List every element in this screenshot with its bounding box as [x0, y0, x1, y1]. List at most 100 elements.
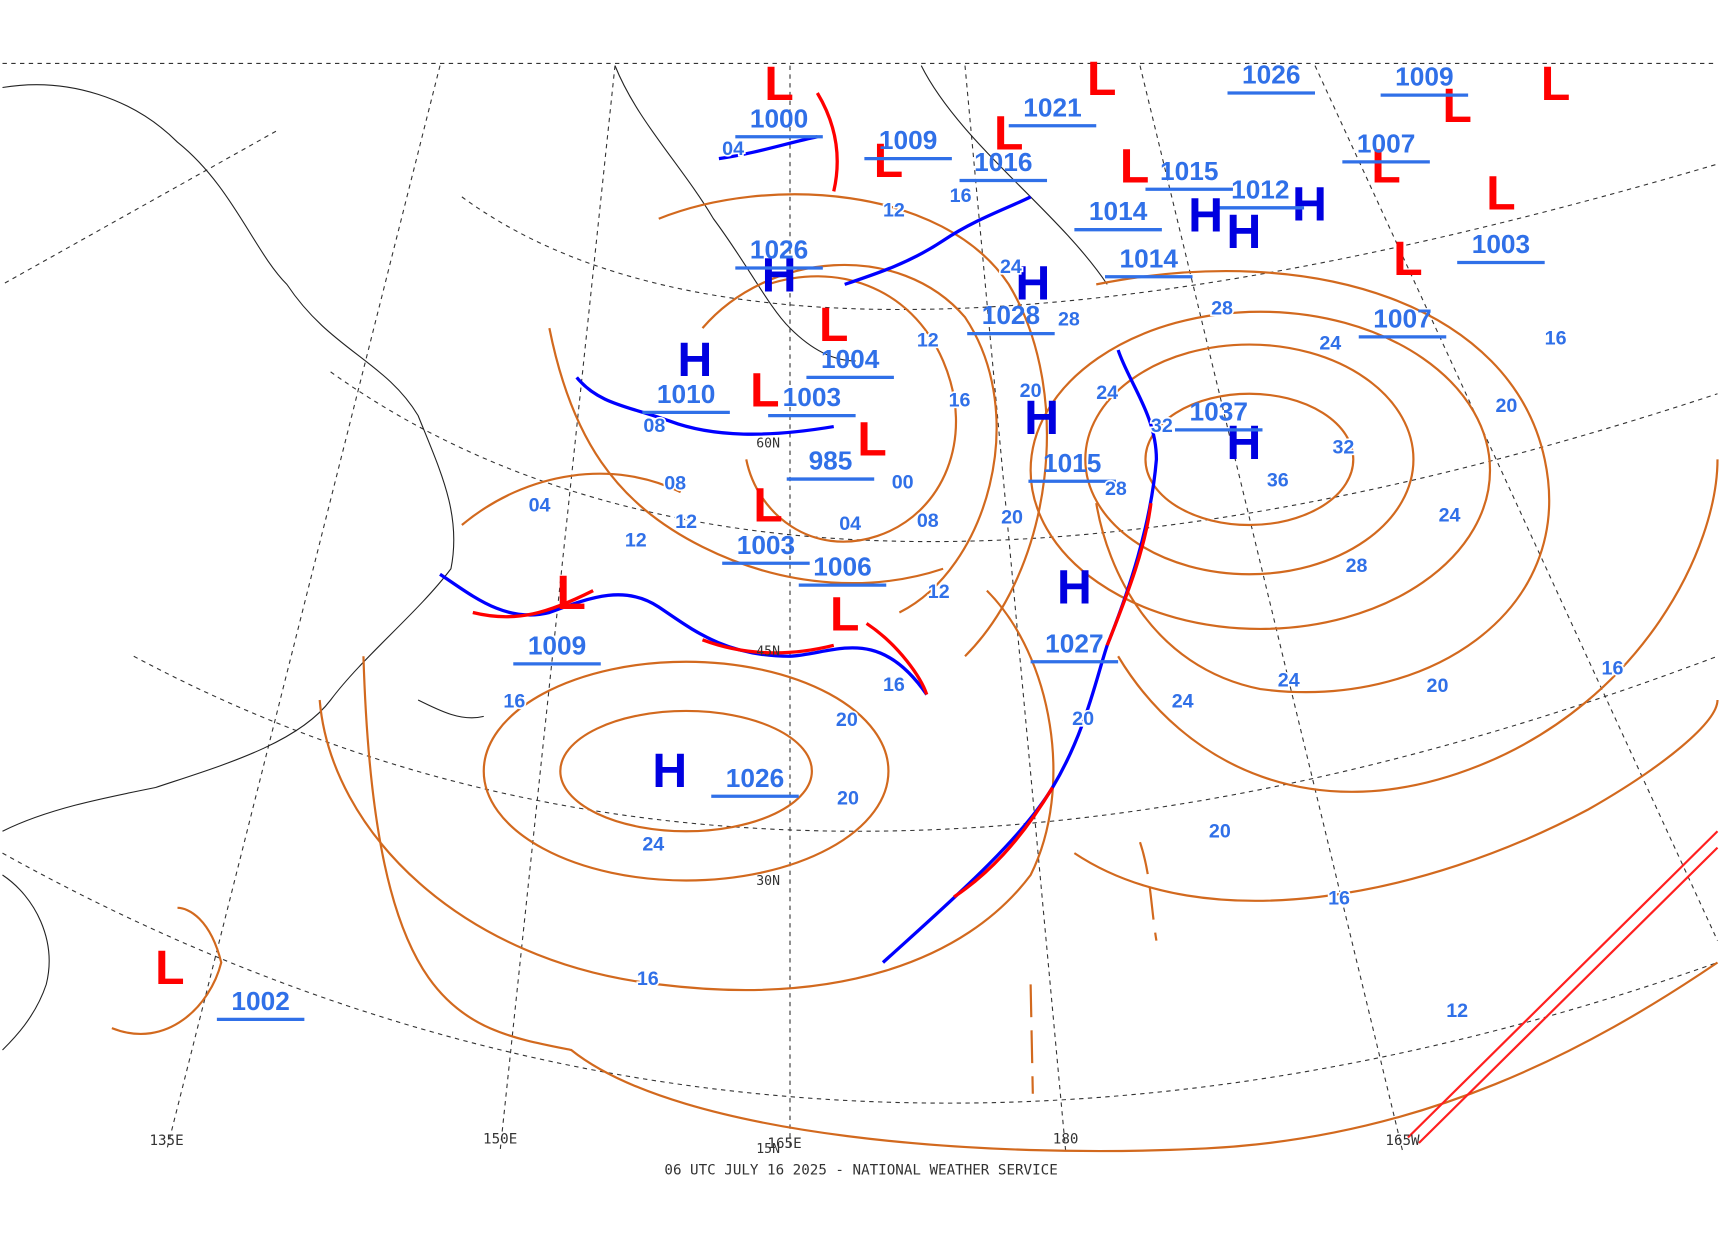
pressure-value: 1027	[1045, 628, 1103, 658]
isobar-label: 00	[892, 472, 914, 494]
isobar-label: 16	[1545, 327, 1567, 349]
latitude-label: 45N	[756, 644, 780, 659]
isobar-label: 20	[836, 709, 858, 731]
isobar-label: 20	[1495, 395, 1517, 417]
isobar-label: 24	[1000, 256, 1022, 278]
isobar-label: 24	[1172, 690, 1194, 712]
isobar-label: 20	[1427, 675, 1449, 697]
coastlines	[2, 65, 1108, 1051]
pressure-value: 1004	[821, 344, 880, 374]
isobar-label: 28	[1346, 555, 1368, 577]
isobar-label: 04	[529, 495, 551, 517]
isobar-label: 20	[1020, 380, 1042, 402]
graticule	[2, 65, 1718, 1151]
isobar-label: 12	[883, 199, 905, 221]
isobar-label: 16	[1602, 658, 1624, 680]
isobar-label: 04	[722, 138, 744, 160]
isobar-label: 36	[1267, 469, 1289, 491]
low-symbol: L	[1541, 57, 1570, 111]
high-symbol: H	[1292, 178, 1327, 232]
high-symbol: H	[1057, 560, 1092, 614]
isobar-label: 16	[949, 390, 971, 412]
high-symbol: H	[1227, 205, 1262, 259]
isobar-label: 28	[1058, 309, 1080, 331]
longitude-label: 165E	[767, 1136, 801, 1152]
pressure-value: 1007	[1373, 303, 1431, 333]
high-symbol: H	[652, 744, 687, 798]
low-symbol: L	[1371, 139, 1400, 193]
isobar-label: 08	[643, 415, 665, 437]
isobar-label: 16	[1328, 887, 1350, 909]
isobar-label: 32	[1151, 415, 1173, 437]
low-symbol: L	[557, 566, 586, 620]
longitude-label: 180	[1053, 1132, 1079, 1148]
isobar-label: 16	[950, 185, 972, 207]
pressure-value: 1010	[657, 379, 715, 409]
low-symbol: L	[874, 134, 903, 188]
low-symbol: L	[1120, 139, 1149, 193]
fronts	[439, 92, 1719, 1144]
pressure-value: 1037	[1190, 396, 1248, 426]
isobar-label: 24	[1096, 382, 1118, 404]
low-symbol: L	[819, 298, 848, 352]
high-symbol: H	[677, 333, 712, 387]
low-symbol: L	[830, 588, 859, 642]
isobar-label: 28	[1211, 298, 1233, 320]
isobars	[111, 193, 1719, 1153]
longitude-label: 165W	[1385, 1133, 1420, 1149]
high-symbol: H	[1227, 416, 1262, 470]
pressure-value: 1009	[528, 630, 586, 660]
isobar-label: 20	[1072, 708, 1094, 730]
pressure-value: 1026	[1242, 60, 1300, 90]
isobar-label: 12	[675, 511, 697, 533]
pressure-value: 1015	[1160, 156, 1218, 186]
high-symbol: H	[1015, 256, 1050, 310]
pressure-value: 1012	[1231, 174, 1289, 204]
low-symbol: L	[994, 106, 1023, 160]
low-symbol: L	[764, 57, 793, 111]
pressure-value: 1002	[231, 986, 289, 1016]
footer: 06 UTC JULY 16 2025 - NATIONAL WEATHER S…	[664, 1162, 1057, 1178]
isobar-label: 20	[1001, 507, 1023, 529]
low-symbol: L	[753, 478, 782, 532]
isobar-label: 20	[837, 788, 859, 810]
pressure-value: 1014	[1089, 196, 1148, 226]
isobar-label: 08	[664, 473, 686, 495]
isobar-label: 24	[1319, 333, 1341, 355]
isobar-label: 24	[1439, 504, 1461, 526]
pressure-value: 1014	[1120, 243, 1179, 273]
isobar-label: 28	[1105, 478, 1127, 500]
isobar-label: 12	[917, 329, 939, 351]
pressure-value: 985	[809, 446, 853, 476]
low-symbol: L	[1486, 167, 1515, 221]
isobar-label: 16	[637, 968, 659, 990]
pressure-value: 1009	[879, 125, 937, 155]
pressure-value: 1003	[783, 382, 841, 412]
isobar-label: 32	[1332, 437, 1354, 459]
pressure-value: 1015	[1043, 448, 1101, 478]
pressure-value: 1026	[750, 235, 808, 265]
isobar-label: 12	[1446, 1000, 1468, 1022]
pressure-value: 1003	[737, 530, 795, 560]
pressure-value: 1007	[1357, 128, 1415, 158]
pressure-value: 1003	[1472, 229, 1530, 259]
low-symbol: L	[1393, 232, 1422, 286]
isobar-label: 24	[642, 834, 664, 856]
isobar-label: 20	[1209, 821, 1231, 843]
high-symbol: H	[1188, 188, 1223, 242]
latitude-label: 15N	[756, 1142, 780, 1157]
pressure-value: 1016	[974, 147, 1032, 177]
low-symbol: L	[1442, 79, 1471, 133]
pressure-value: 1028	[982, 300, 1040, 330]
isobar-label: 12	[625, 530, 647, 552]
low-symbol: L	[750, 363, 779, 417]
pressure-value: 1009	[1395, 62, 1453, 92]
isobar-label: 04	[839, 513, 861, 535]
isobar-label: 16	[503, 690, 525, 712]
high-symbol: H	[1024, 391, 1059, 445]
isobar-label: 24	[1278, 670, 1300, 692]
longitude-label: 150E	[483, 1132, 517, 1148]
